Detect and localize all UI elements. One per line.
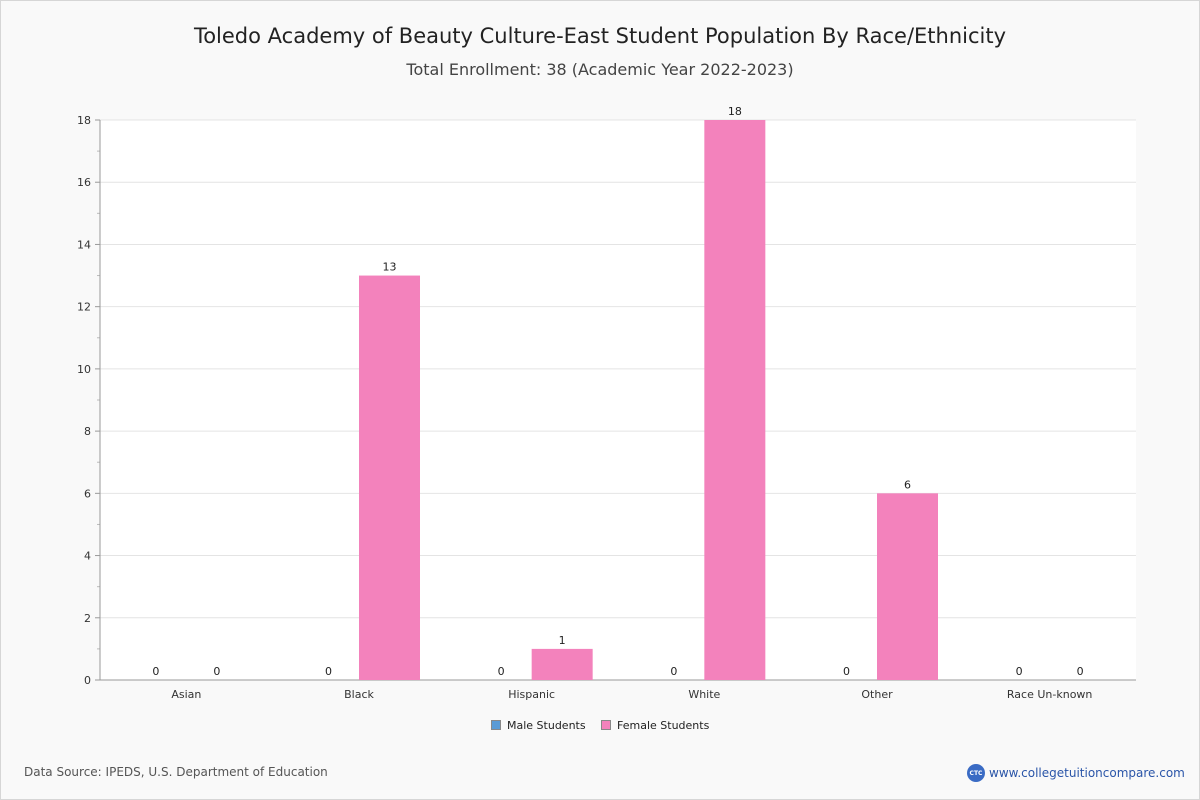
chart-title: Toledo Academy of Beauty Culture-East St…: [193, 24, 1007, 48]
y-tick-label: 12: [77, 301, 91, 314]
data-label: 0: [498, 665, 505, 678]
y-tick-label: 18: [77, 114, 91, 127]
x-tick-label: Black: [344, 688, 374, 701]
bar-female: [531, 648, 593, 680]
bar-female: [877, 493, 938, 680]
y-tick-label: 2: [84, 612, 91, 625]
data-label: 0: [843, 665, 850, 678]
y-tick-label: 8: [84, 425, 91, 438]
x-tick-label: Asian: [171, 688, 201, 701]
data-label: 0: [325, 665, 332, 678]
x-tick-label: Hispanic: [508, 688, 555, 701]
chart-subtitle: Total Enrollment: 38 (Academic Year 2022…: [406, 60, 794, 79]
y-tick-label: 14: [77, 238, 91, 251]
data-label: 0: [670, 665, 677, 678]
y-tick-label: 16: [77, 176, 91, 189]
x-tick-label: Race Un-known: [1007, 688, 1093, 701]
data-label: 6: [904, 478, 911, 491]
y-tick-label: 10: [77, 363, 91, 376]
y-tick-label: 4: [84, 550, 91, 563]
x-tick-label: Other: [861, 688, 893, 701]
legend-item-male[interactable]: Male Students: [491, 719, 586, 732]
plot-area: [100, 120, 1136, 680]
x-tick-label: White: [688, 688, 720, 701]
data-label: 13: [383, 261, 397, 274]
data-label: 18: [728, 105, 742, 118]
data-label: 0: [1077, 665, 1084, 678]
data-label: 0: [152, 665, 159, 678]
brand-logo-icon: CTC: [967, 764, 985, 782]
legend-swatch-female: [601, 720, 611, 730]
data-label: 0: [1016, 665, 1023, 678]
y-tick-label: 0: [84, 674, 91, 687]
bar-female: [704, 120, 766, 680]
data-label: 1: [559, 634, 566, 647]
data-label: 0: [213, 665, 220, 678]
data-source: Data Source: IPEDS, U.S. Department of E…: [24, 765, 328, 779]
legend-item-female[interactable]: Female Students: [601, 719, 709, 732]
legend-label-female: Female Students: [617, 719, 710, 732]
bar-female: [359, 275, 420, 680]
legend-label-male: Male Students: [507, 719, 586, 732]
brand[interactable]: CTC www.collegetuitioncompare.com: [967, 764, 1185, 782]
brand-url[interactable]: www.collegetuitioncompare.com: [989, 766, 1185, 780]
y-tick-label: 6: [84, 487, 91, 500]
legend-swatch-male: [491, 720, 501, 730]
